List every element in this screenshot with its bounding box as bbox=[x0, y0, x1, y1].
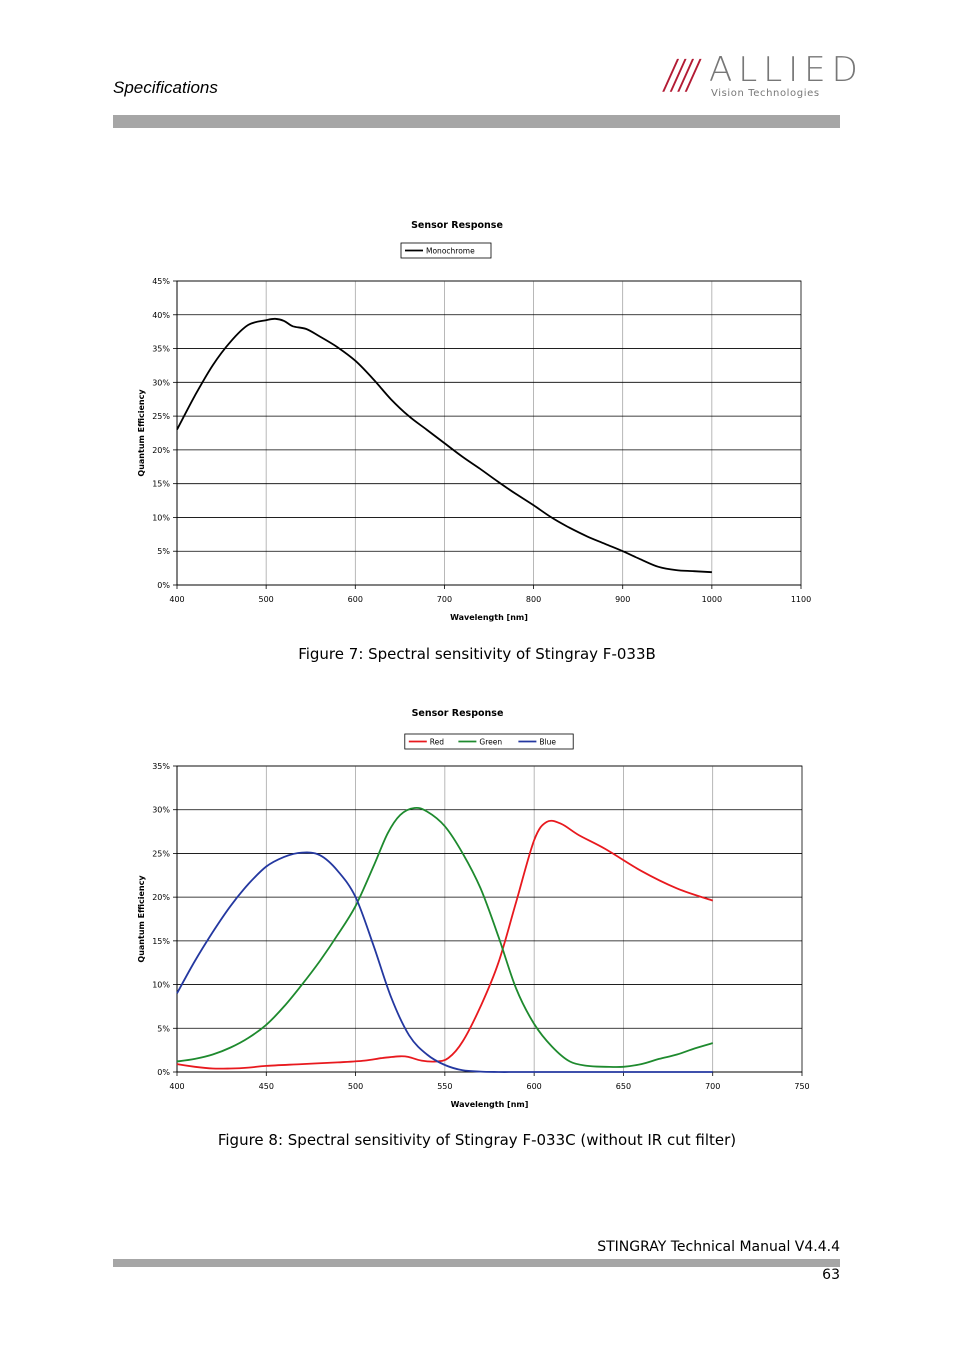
x-tick-label: 600 bbox=[348, 595, 363, 604]
y-tick-label: 20% bbox=[152, 893, 170, 902]
y-tick-label: 35% bbox=[152, 345, 170, 354]
figure-8-caption: Figure 8: Spectral sensitivity of Stingr… bbox=[217, 1131, 737, 1149]
x-axis-label: Wavelength [nm] bbox=[450, 613, 528, 622]
brand-logo: //// ALLIED Vision Technologies bbox=[661, 50, 858, 102]
y-tick-label: 10% bbox=[152, 513, 170, 522]
legend-label-monochrome: Monochrome bbox=[426, 247, 475, 256]
legend-box bbox=[400, 242, 492, 259]
x-tick-label: 650 bbox=[616, 1082, 631, 1091]
plot-area bbox=[176, 280, 802, 586]
footer-rule bbox=[113, 1259, 840, 1267]
legend-box bbox=[404, 733, 574, 750]
chart-monochrome-response: 0% 5% 10% 15% 20% 25% 30% 35% 40% 45% 400 500 600 700… bbox=[137, 220, 811, 622]
x-tick-label: 400 bbox=[169, 1082, 184, 1091]
header-rule bbox=[113, 115, 840, 128]
footer-page-number: 63 bbox=[822, 1267, 840, 1283]
y-tick-label: 25% bbox=[152, 849, 170, 858]
series-line-monochrome bbox=[176, 317, 712, 574]
chart-title: Sensor Response bbox=[412, 708, 504, 719]
y-tick-label: 5% bbox=[157, 547, 170, 556]
legend-label-green: Green bbox=[479, 738, 502, 747]
x-tick-label: 500 bbox=[259, 595, 274, 604]
y-tick-label: 10% bbox=[152, 981, 170, 990]
chart-title: Sensor Response bbox=[411, 220, 503, 231]
series-line-blue bbox=[176, 851, 713, 1073]
y-tick-label: 30% bbox=[152, 378, 170, 387]
y-tick-label: 20% bbox=[152, 446, 170, 455]
x-tick-label: 450 bbox=[259, 1082, 274, 1091]
x-tick-label: 900 bbox=[615, 595, 630, 604]
y-tick-label: 45% bbox=[152, 277, 170, 286]
y-tick-label: 40% bbox=[152, 311, 170, 320]
series-line-green bbox=[176, 806, 713, 1068]
figure-7-caption: Figure 7: Spectral sensitivity of Stingr… bbox=[298, 645, 656, 663]
y-axis-label: Quantum Efficiency bbox=[137, 389, 146, 477]
x-tick-label: 800 bbox=[526, 595, 541, 604]
y-tick-label: 5% bbox=[157, 1024, 170, 1033]
chart-color-response: 0% 5% 10% 15% 20% 25% 30% 35% 400 450 500 550 600 650… bbox=[137, 708, 810, 1109]
y-tick-label: 0% bbox=[157, 1068, 170, 1077]
y-tick-label: 0% bbox=[157, 581, 170, 590]
x-axis-label: Wavelength [nm] bbox=[451, 1100, 529, 1109]
x-tick-label: 500 bbox=[348, 1082, 363, 1091]
plot-area bbox=[176, 765, 803, 1073]
y-tick-label: 25% bbox=[152, 412, 170, 421]
x-tick-label: 750 bbox=[794, 1082, 809, 1091]
legend-label-red: Red bbox=[430, 738, 444, 747]
y-tick-label: 30% bbox=[152, 806, 170, 815]
x-tick-label: 1000 bbox=[702, 595, 722, 604]
x-tick-label: 600 bbox=[527, 1082, 542, 1091]
page-header-title: Specifications bbox=[113, 78, 218, 97]
y-tick-label: 35% bbox=[152, 762, 170, 771]
y-axis-label: Quantum Efficiency bbox=[137, 875, 146, 963]
logo-brand-word: ALLIED bbox=[709, 50, 864, 90]
footer-manual-title: STINGRAY Technical Manual V4.4.4 bbox=[597, 1239, 840, 1255]
legend-label-blue: Blue bbox=[539, 738, 556, 747]
y-tick-label: 15% bbox=[152, 937, 170, 946]
x-tick-label: 400 bbox=[169, 595, 184, 604]
x-tick-label: 550 bbox=[437, 1082, 452, 1091]
x-tick-label: 700 bbox=[437, 595, 452, 604]
logo-brand-sub: Vision Technologies bbox=[711, 88, 820, 99]
y-tick-label: 15% bbox=[152, 480, 170, 489]
x-tick-label: 700 bbox=[705, 1082, 720, 1091]
x-tick-label: 1100 bbox=[791, 595, 811, 604]
